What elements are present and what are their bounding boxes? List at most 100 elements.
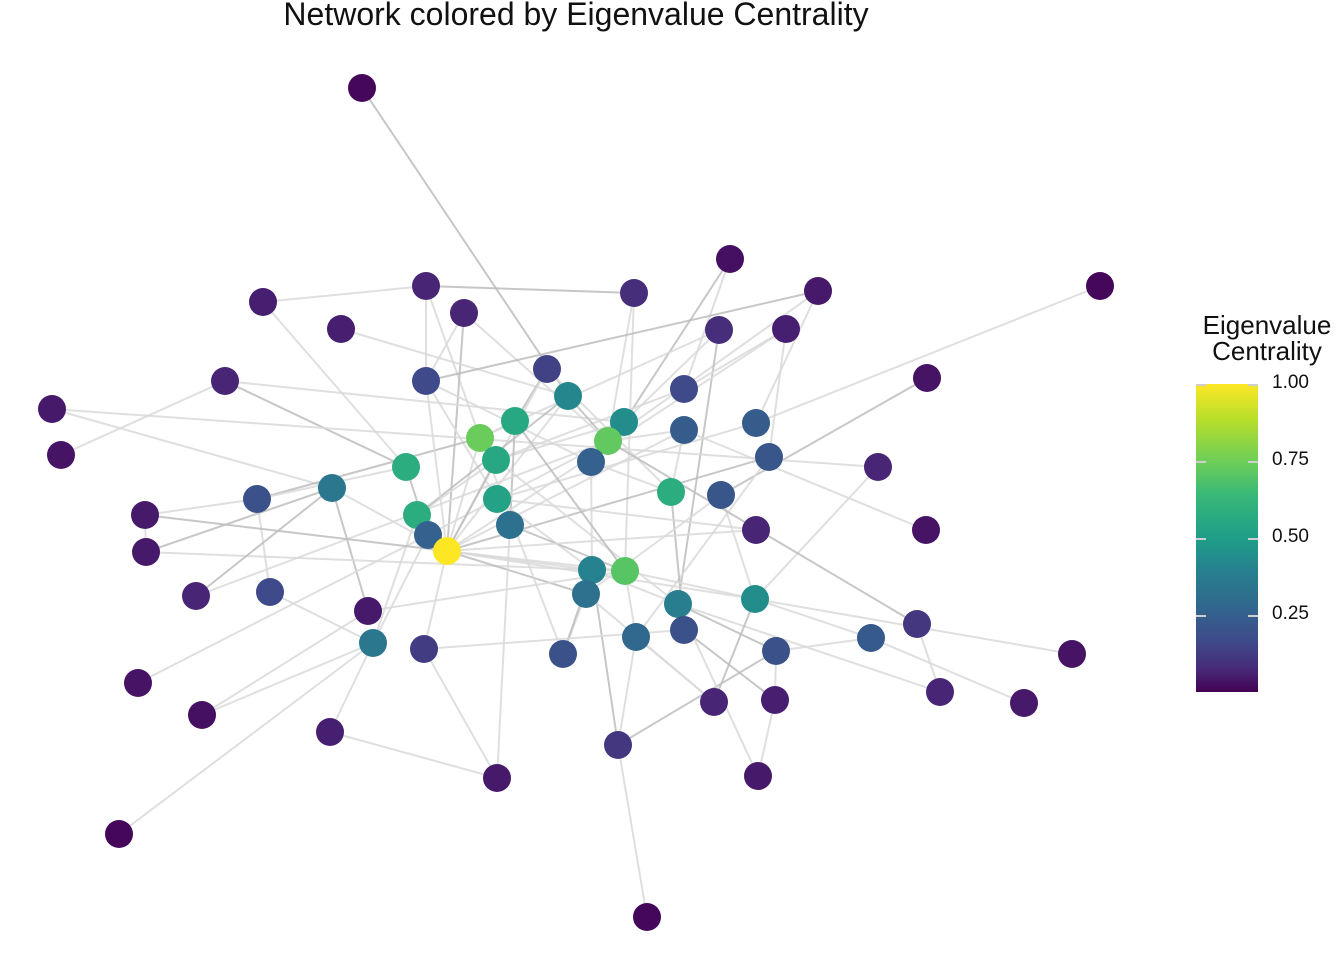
- node-layer: [38, 74, 1114, 931]
- network-node: [577, 448, 605, 476]
- network-edge: [425, 285, 635, 294]
- network-node: [483, 485, 511, 513]
- network-node: [741, 585, 769, 613]
- network-edge: [51, 408, 333, 489]
- network-node: [318, 474, 346, 502]
- network-node: [47, 441, 75, 469]
- network-node: [572, 580, 600, 608]
- network-node: [912, 516, 940, 544]
- network-edge: [755, 290, 819, 424]
- network-edge: [201, 642, 374, 716]
- network-node: [670, 616, 698, 644]
- network-node: [670, 416, 698, 444]
- network-edge: [195, 440, 609, 597]
- network-edge: [340, 328, 569, 397]
- network-node: [657, 478, 685, 506]
- network-node: [1086, 272, 1114, 300]
- network-edge: [617, 744, 648, 918]
- network-node: [913, 364, 941, 392]
- network-node: [182, 582, 210, 610]
- network-node: [864, 453, 892, 481]
- network-node: [620, 279, 648, 307]
- network-node: [744, 762, 772, 790]
- network-edge: [423, 648, 498, 779]
- network-node: [131, 501, 159, 529]
- network-node: [243, 485, 271, 513]
- network-node: [450, 299, 478, 327]
- legend-colorbar-wrap: 1.00 0.75 0.50 0.25: [1196, 372, 1309, 692]
- legend-tick-mark-2: [1196, 461, 1206, 463]
- network-edge: [201, 610, 369, 716]
- network-node: [664, 590, 692, 618]
- network-node: [533, 355, 561, 383]
- network-edge: [754, 466, 879, 600]
- network-edge: [224, 380, 407, 468]
- legend-tick-mark-2b: [1248, 461, 1258, 463]
- network-graph: [38, 74, 1114, 931]
- network-node: [549, 640, 577, 668]
- network-node: [433, 537, 461, 565]
- network-edge: [256, 498, 271, 593]
- network-edge: [446, 459, 497, 552]
- network-edge: [372, 534, 429, 644]
- network-node: [554, 382, 582, 410]
- network-edge: [591, 569, 679, 605]
- legend-title-line-2: Centrality: [1212, 336, 1322, 366]
- network-edge: [446, 395, 569, 552]
- network-node: [707, 481, 735, 509]
- network-node: [38, 395, 66, 423]
- network-edge: [446, 550, 587, 595]
- network-node: [578, 556, 606, 584]
- network-edge: [262, 285, 427, 303]
- network-node: [1010, 689, 1038, 717]
- network-edge: [623, 258, 731, 423]
- network-edge: [361, 87, 569, 397]
- network-edge: [496, 498, 757, 531]
- network-edge: [755, 285, 1101, 424]
- edge-layer: [51, 87, 1101, 918]
- network-edge: [195, 487, 333, 597]
- network-node: [392, 453, 420, 481]
- network-node: [412, 367, 440, 395]
- network-node: [188, 701, 216, 729]
- legend-colorbar: [1196, 384, 1258, 692]
- network-edge: [144, 514, 448, 552]
- network-edge: [145, 551, 626, 572]
- legend-tick-mark-1b: [1248, 384, 1258, 386]
- network-node: [466, 424, 494, 452]
- network-edge: [145, 487, 333, 553]
- network-edge: [635, 456, 770, 638]
- network-edge: [269, 591, 374, 644]
- network-edge: [425, 290, 819, 382]
- network-edge: [372, 514, 418, 644]
- network-node: [327, 315, 355, 343]
- network-edge: [331, 487, 369, 612]
- network-node: [249, 288, 277, 316]
- legend-tick-label-2: 0.75: [1272, 449, 1309, 470]
- network-node: [857, 624, 885, 652]
- network-node: [761, 686, 789, 714]
- network-node: [622, 623, 650, 651]
- network-node: [700, 688, 728, 716]
- network-edge: [585, 593, 715, 703]
- network-node: [762, 637, 790, 665]
- legend-tick-label-1: 1.00: [1272, 372, 1309, 393]
- network-node: [610, 408, 638, 436]
- network-edge: [479, 437, 564, 655]
- legend-tick-mark-3: [1196, 538, 1206, 540]
- legend-title: Eigenvalue Centrality: [1190, 312, 1344, 364]
- network-edge: [509, 524, 626, 572]
- legend-tick-mark-3b: [1248, 538, 1258, 540]
- network-edge: [590, 461, 672, 493]
- network-edge: [496, 524, 511, 779]
- network-edge: [677, 329, 720, 605]
- network-node: [594, 427, 622, 455]
- network-edge: [677, 603, 941, 693]
- network-node: [412, 272, 440, 300]
- legend-tick-mark-1: [1196, 384, 1206, 386]
- legend-tick-label-4: 0.25: [1272, 603, 1309, 624]
- network-edge: [137, 534, 429, 684]
- network-node: [611, 557, 639, 585]
- network-node: [496, 511, 524, 539]
- network-node: [604, 731, 632, 759]
